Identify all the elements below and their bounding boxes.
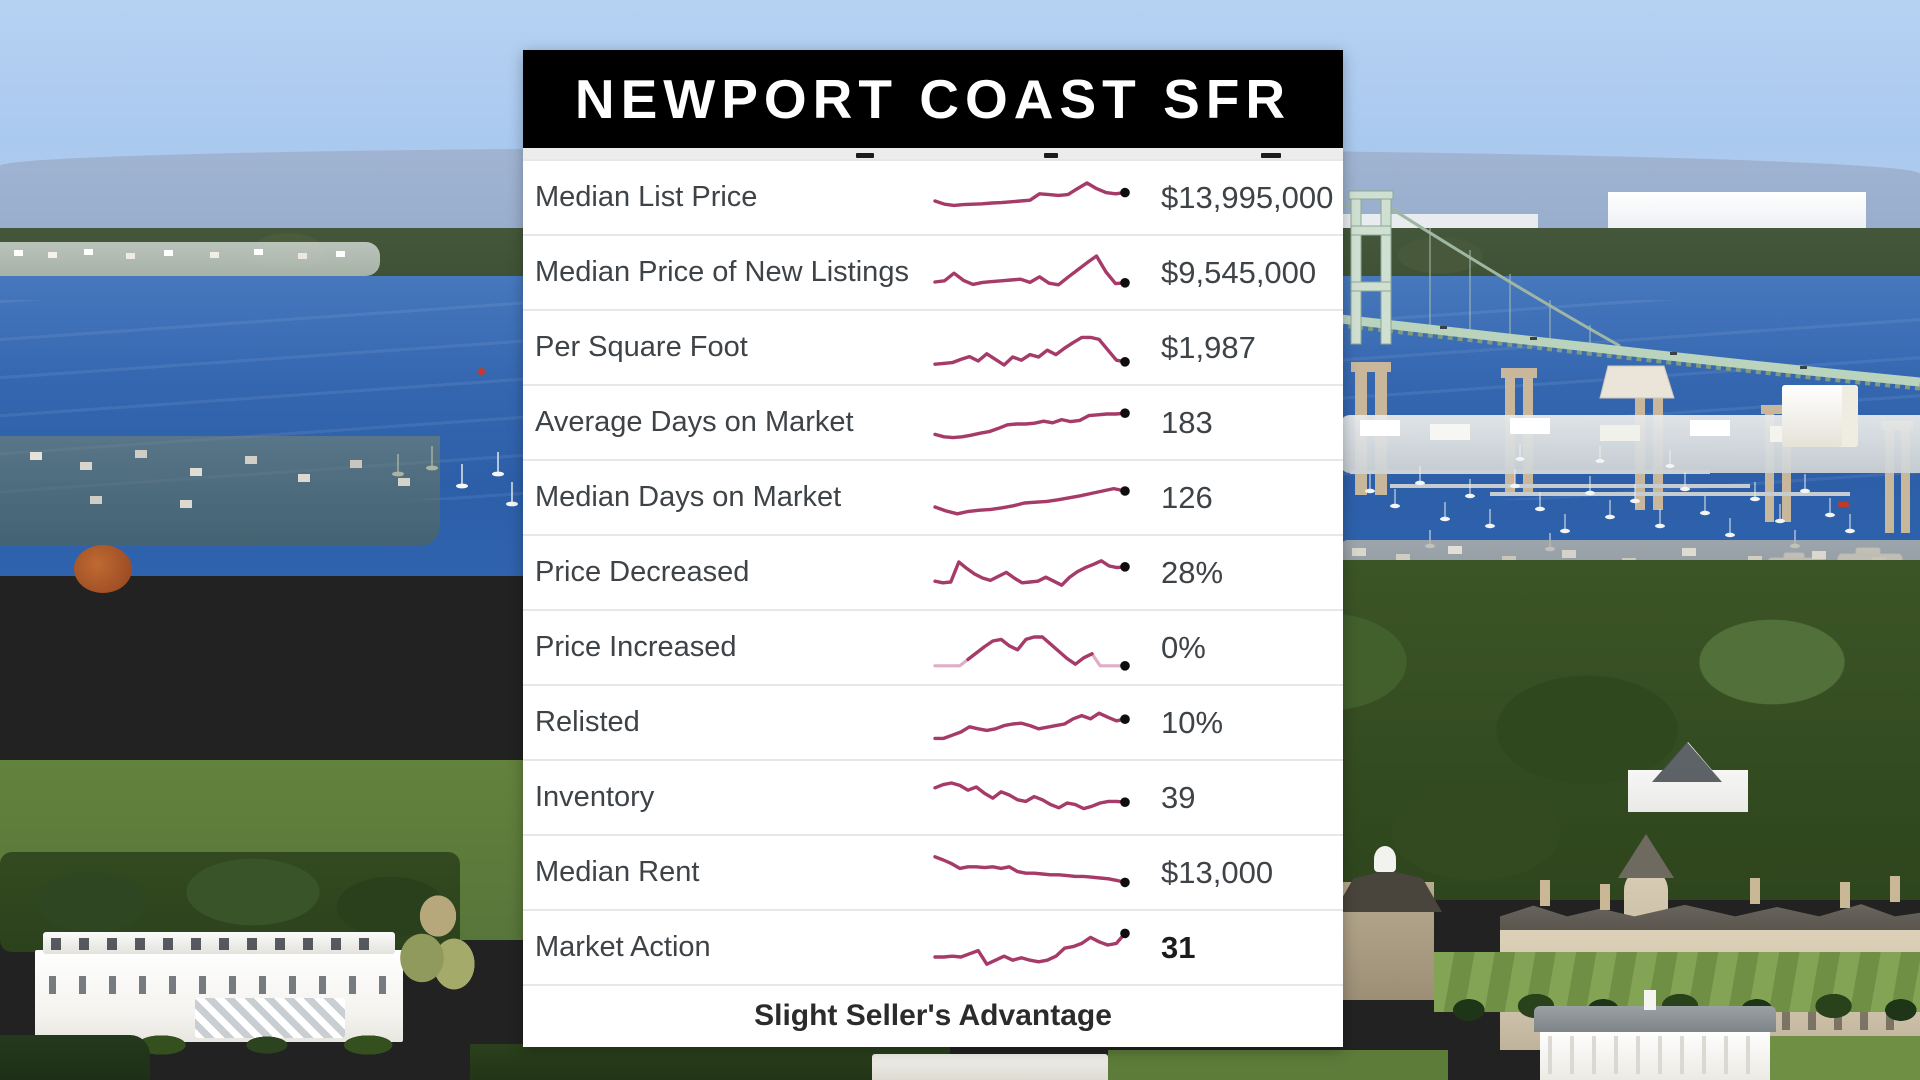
sparkline-end-dot <box>1120 928 1130 938</box>
autumn-tree <box>74 545 132 593</box>
metric-label: Relisted <box>535 706 640 738</box>
metric-row: Median Price of New Listings $9,545,000 <box>523 236 1343 311</box>
metric-value: 28% <box>1161 554 1224 590</box>
sparkline-end-dot <box>1120 277 1130 288</box>
bottom-strip-house <box>872 1054 1108 1080</box>
metric-label: Per Square Foot <box>535 331 748 363</box>
chateau-chimneys <box>1540 880 1550 906</box>
sparkline-end-dot <box>1120 713 1130 724</box>
metric-label: Median Price of New Listings <box>535 256 909 288</box>
metric-row: Median Rent $13,000 <box>523 836 1343 911</box>
white-mansion <box>25 928 415 1060</box>
sparkline-end-dot <box>1120 485 1130 496</box>
sparkline-end-dot <box>1120 407 1130 418</box>
metric-value: 39 <box>1161 779 1196 815</box>
sparkline-chart <box>933 407 1130 439</box>
metric-value: 183 <box>1161 404 1213 440</box>
colonial-porch-columns <box>1548 1036 1762 1074</box>
metric-row: Relisted 10% <box>523 686 1343 761</box>
metric-row: Price Decreased 28% <box>523 536 1343 611</box>
mansion-attic-windows <box>51 938 387 950</box>
sparkline-chart <box>933 780 1130 810</box>
marina-docks <box>1350 470 1710 474</box>
sparkline-end-dot <box>1120 561 1130 572</box>
metric-value: $13,000 <box>1161 854 1274 890</box>
metric-label: Inventory <box>535 781 655 813</box>
left-shoreline <box>0 242 380 276</box>
cropped-glyph-mark <box>1261 153 1281 158</box>
metric-label: Median Rent <box>535 856 700 888</box>
metric-row: Average Days on Market 183 <box>523 386 1343 461</box>
striped-awning <box>195 998 345 1038</box>
marina-buildings <box>1360 420 1400 436</box>
sparkline-chart <box>933 854 1130 887</box>
metric-label: Market Action <box>535 931 711 963</box>
town-rooftops <box>1352 548 1366 556</box>
market-stats-card: NEWPORT COAST SFR Median List Price $13,9… <box>523 50 1343 1047</box>
metric-label: Median List Price <box>535 181 758 213</box>
sparkline-chart <box>933 634 1130 671</box>
metric-label: Median Days on Market <box>535 481 842 513</box>
sparkline-end-dot <box>1120 796 1130 807</box>
metric-rows: Median List Price $13,995,000 Median Price… <box>523 161 1343 986</box>
bottom-right-lawn <box>1770 1036 1920 1080</box>
sparkline-chart <box>933 253 1130 288</box>
sparkline-end-dot <box>1120 187 1130 197</box>
sparkline-chart <box>933 928 1130 966</box>
cropped-glyph-mark <box>856 153 874 158</box>
sparkline-chart <box>933 558 1130 587</box>
bottom-strip-lawn <box>1108 1050 1448 1080</box>
metric-value: $1,987 <box>1161 329 1256 365</box>
card-title: NEWPORT COAST SFR <box>574 68 1292 130</box>
left-shore-buildings <box>14 250 23 256</box>
red-buoy <box>478 368 485 375</box>
metric-value: 10% <box>1161 704 1224 740</box>
metric-value: $13,995,000 <box>1161 179 1334 215</box>
sparkline-chart <box>933 180 1130 207</box>
colonial-mansard-roof <box>1534 1006 1776 1032</box>
metric-row: Market Action 31 <box>523 911 1343 986</box>
sparkline-chart <box>933 485 1130 515</box>
formal-garden-hedges <box>0 1035 150 1080</box>
metric-row: Median Days on Market 126 <box>523 461 1343 536</box>
metric-value: 126 <box>1161 479 1213 515</box>
metric-label: Price Increased <box>535 631 737 663</box>
left-neighborhood <box>0 436 440 546</box>
colonial-chimney <box>1644 990 1656 1010</box>
mansion-windows <box>49 976 389 994</box>
tudor-cupola <box>1374 846 1396 872</box>
sycamore-tree <box>398 892 478 1012</box>
metric-row: Median List Price $13,995,000 <box>523 161 1343 236</box>
metric-label: Average Days on Market <box>535 406 854 438</box>
cropped-glyph-mark <box>1044 153 1058 158</box>
cropped-row-sliver <box>523 148 1343 161</box>
sparkline-end-dot <box>1120 660 1130 671</box>
sparkline-end-dot <box>1120 356 1130 367</box>
waterfront-hotel <box>1782 385 1858 447</box>
metric-row: Per Square Foot $1,987 <box>523 311 1343 386</box>
metric-value: 0% <box>1161 629 1206 665</box>
card-header: NEWPORT COAST SFR <box>523 50 1343 148</box>
sparkline-chart <box>933 710 1130 740</box>
sparkline-end-dot <box>1120 877 1130 887</box>
market-status-label: Slight Seller's Advantage <box>754 999 1112 1032</box>
metric-row: Inventory 39 <box>523 761 1343 836</box>
metric-row: Price Increased 0% <box>523 611 1343 686</box>
metric-label: Price Decreased <box>535 556 750 588</box>
white-colonial-house <box>1534 990 1776 1080</box>
bottom-strip-trees <box>470 1044 950 1080</box>
sparkline-chart <box>933 335 1130 367</box>
metric-value: $9,545,000 <box>1161 254 1317 290</box>
metric-value: 31 <box>1161 929 1196 965</box>
left-neighborhood-roofs <box>30 452 42 460</box>
